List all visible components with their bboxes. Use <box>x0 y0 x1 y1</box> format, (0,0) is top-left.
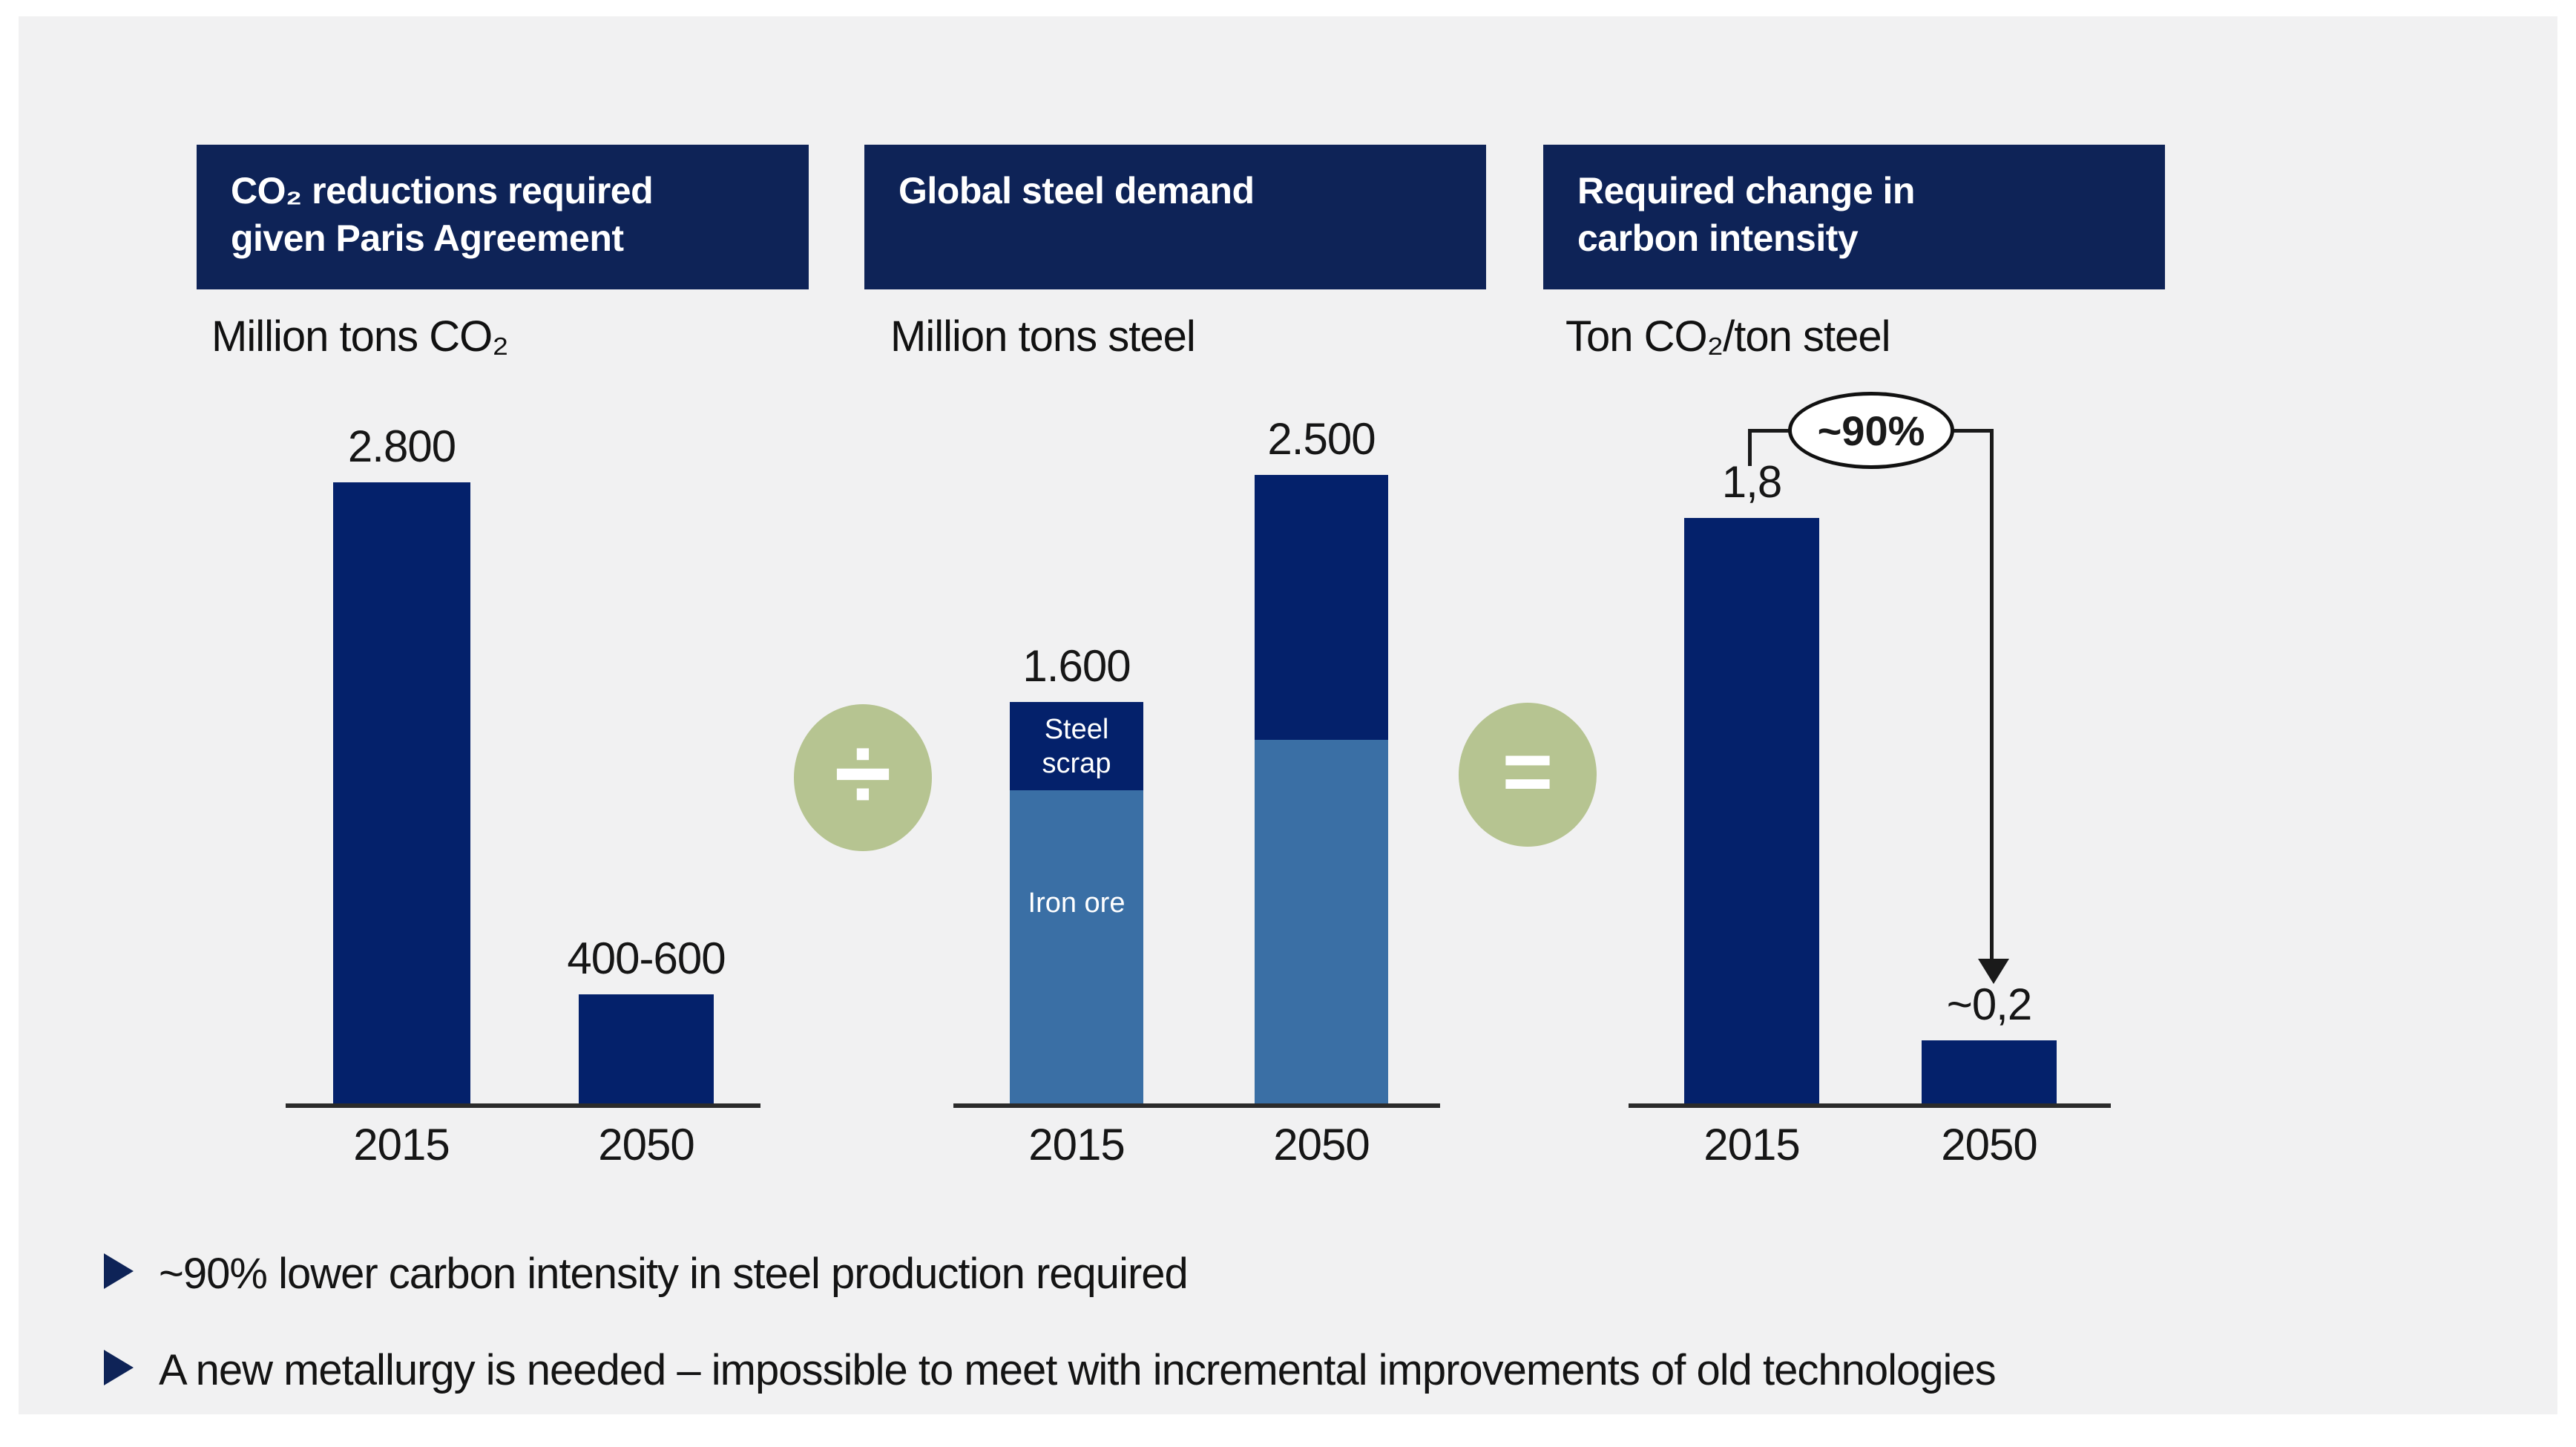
header-line: CO₂ reductions required <box>231 170 654 211</box>
unit-label-million-tons-steel: Million tons steel <box>890 312 1196 361</box>
x-tick-2050: 2050 <box>598 1120 694 1169</box>
annotation-bracket-right <box>1951 429 1994 433</box>
x-tick-2015: 2015 <box>1028 1120 1125 1169</box>
x-tick-2015: 2015 <box>353 1120 450 1169</box>
x-axis-chart1 <box>286 1103 760 1108</box>
divide-glyph: ÷ <box>834 715 892 831</box>
x-axis-chart2 <box>953 1103 1440 1108</box>
segment-steel-scrap: Steel scrap <box>1010 702 1143 790</box>
bar-co2-2050: 400-600 <box>567 934 726 1106</box>
bar-value-label: 1.600 <box>1022 641 1131 691</box>
bullet-2: A new metallurgy is needed – impossible … <box>159 1346 1997 1394</box>
bar-steel-2050: 2.500 <box>1255 414 1388 1106</box>
annotation-arrowhead-icon <box>1978 959 2009 984</box>
x-tick-2015: 2015 <box>1703 1120 1800 1169</box>
bar-steel-2015: 1.600 Steel scrap Iron ore <box>1010 641 1143 1106</box>
unit-label-million-tons-co2: Million tons CO₂ <box>211 312 509 361</box>
header-line: given Paris Agreement <box>231 217 624 259</box>
annotation-arrow-shaft <box>1990 429 1994 960</box>
annotation-bracket-left <box>1748 429 1791 433</box>
equals-glyph: = <box>1502 723 1554 821</box>
bar-value-label: 2.500 <box>1267 414 1376 464</box>
bar-value-label: 400-600 <box>567 934 726 983</box>
header-line: Required change in <box>1577 170 1915 211</box>
segment-iron-ore: Iron ore <box>1010 790 1143 1106</box>
equals-operator-icon: = <box>1459 703 1597 847</box>
bullet-triangle-icon <box>104 1350 134 1385</box>
x-tick-2050: 2050 <box>1941 1120 2037 1169</box>
header-line: carbon intensity <box>1577 217 1859 259</box>
annotation-bracket-tick <box>1748 429 1752 466</box>
bar-co2-2015: 2.800 <box>333 421 470 1106</box>
segment-label-scrap: scrap <box>1042 747 1111 779</box>
bar-value-label: 1,8 <box>1721 457 1782 507</box>
bar-value-label: 2.800 <box>347 421 456 471</box>
header-global-steel-demand: Global steel demand <box>864 145 1486 289</box>
bar-intensity-2015: 1,8 <box>1684 457 1819 1106</box>
x-axis-chart3 <box>1629 1103 2111 1108</box>
header-co2-reductions: CO₂ reductions required given Paris Agre… <box>197 145 809 289</box>
bar-value-label: ~0,2 <box>1946 980 2032 1029</box>
unit-label-ton-co2-per-ton-steel: Ton CO₂/ton steel <box>1565 312 1891 361</box>
bar-intensity-2050: ~0,2 <box>1922 980 2057 1106</box>
divide-operator-icon: ÷ <box>794 704 932 851</box>
annotation-label: ~90% <box>1817 407 1925 454</box>
header-carbon-intensity: Required change in carbon intensity <box>1543 145 2165 289</box>
segment-iron-ore <box>1255 740 1388 1106</box>
annotation-90-percent-badge: ~90% <box>1788 392 1954 469</box>
segment-label-iron-ore: Iron ore <box>1028 887 1126 919</box>
segment-label-steel: Steel <box>1044 713 1109 745</box>
bullet-1: ~90% lower carbon intensity in steel pro… <box>159 1250 1189 1298</box>
segment-steel-scrap <box>1255 475 1388 740</box>
x-tick-2050: 2050 <box>1273 1120 1370 1169</box>
header-line: Global steel demand <box>898 170 1255 211</box>
bullet-triangle-icon <box>104 1253 134 1289</box>
